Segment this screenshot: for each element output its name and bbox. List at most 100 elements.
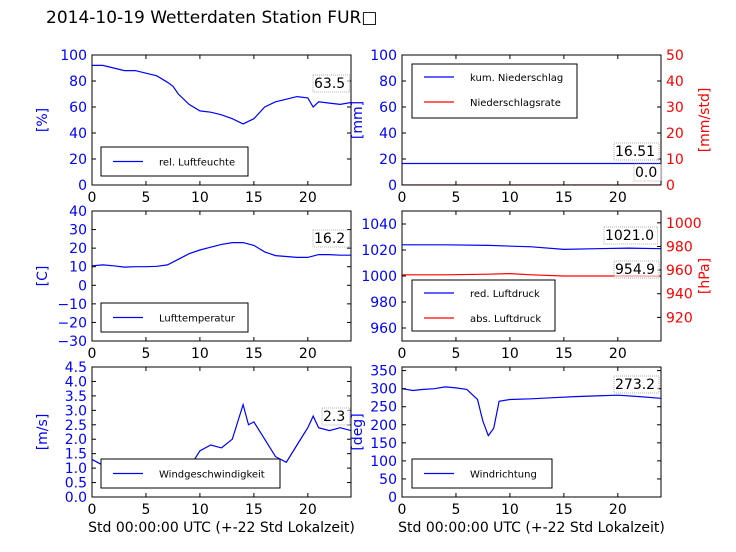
legend-label: kum. Niederschlag (470, 73, 563, 84)
y-tick-label: 60 (69, 100, 87, 116)
y-tick-label: 30 (69, 223, 87, 239)
x-tick-label: 5 (141, 502, 150, 518)
legend-label: Niederschlagsrate (470, 98, 561, 109)
value-annotation: 273.2 (615, 377, 655, 393)
y-tick-label: 960 (370, 321, 397, 337)
y-tick-label: 0 (78, 278, 87, 294)
plot-frame-precipitation (401, 54, 662, 186)
value-annotation: 954.9 (615, 262, 655, 278)
y-tick-label: 20 (69, 241, 87, 257)
y-tick-label: 3.5 (65, 389, 87, 405)
legend-label: Windgeschwindigkeit (159, 470, 265, 481)
plot-frame-windspeed (91, 366, 352, 498)
value-annotation-box (312, 229, 350, 248)
y-tick-label: 1.0 (65, 461, 87, 477)
value-annotation: 16.2 (314, 231, 345, 247)
y-axis-label: [C] (35, 266, 51, 287)
y-tick-label: −30 (57, 334, 87, 350)
y-tick-label: 350 (370, 364, 397, 380)
y-tick-label: 2.0 (65, 432, 87, 448)
y-tick-label-right: 960 (666, 263, 693, 279)
y-tick-label: 200 (370, 418, 397, 434)
y-tick-label: 1040 (361, 217, 397, 233)
legend-label: red. Luftdruck (470, 289, 540, 300)
value-annotation: 0.0 (635, 165, 657, 181)
legend-label: Windrichtung (470, 470, 537, 481)
y-tick-label-right: 50 (666, 48, 684, 64)
x-tick-label: 20 (609, 346, 627, 362)
series-line-temperature-0 (92, 242, 351, 268)
legend-label: rel. Luftfeuchte (159, 158, 235, 169)
y-axis-label-right: [mm/std] (697, 88, 713, 153)
y-tick-label-right: 940 (666, 287, 693, 303)
y-tick-label: 150 (370, 436, 397, 452)
y-tick-label: 0.0 (65, 490, 87, 506)
x-tick-label: 5 (141, 346, 150, 362)
y-axis-label-right: [hPa] (697, 258, 713, 294)
y-axis-label: [deg] (350, 413, 366, 450)
x-tick-label: 20 (299, 190, 317, 206)
value-annotation-box (312, 74, 350, 93)
y-tick-label: 4.0 (65, 374, 87, 390)
y-tick-label: 0 (78, 178, 87, 194)
x-tick-label: 0 (398, 190, 407, 206)
y-tick-label: 40 (69, 126, 87, 142)
x-tick-label: 0 (398, 502, 407, 518)
x-tick-label: 15 (555, 190, 573, 206)
x-tick-label: 5 (451, 502, 460, 518)
panel-temperature: 0 5 10 15 20 −30 −20 −10 0 10 20 30 40 [C] 16.2 Lufttem… (35, 204, 352, 362)
y-tick-label: 1.5 (65, 447, 87, 463)
y-tick-label: 4.5 (65, 360, 87, 376)
x-tick-label: 0 (398, 346, 407, 362)
x-tick-label: 10 (501, 190, 519, 206)
y-tick-label: 20 (379, 152, 397, 168)
x-tick-label: 15 (245, 346, 263, 362)
plot-frame-winddirection (401, 366, 662, 498)
y-tick-label: 60 (379, 100, 397, 116)
x-tick-label: 15 (555, 346, 573, 362)
y-tick-label-right: 30 (666, 100, 684, 116)
y-tick-label-right: 920 (666, 310, 693, 326)
y-tick-label: 1020 (361, 243, 397, 259)
y-tick-label: 50 (379, 472, 397, 488)
x-tick-label: 15 (245, 190, 263, 206)
panel-windspeed: 0 5 10 15 20 0.00.51.01.52.02.53.03.54.04.5 [m… (35, 360, 355, 536)
y-tick-label-right: 10 (666, 152, 684, 168)
x-tick-label: 10 (191, 502, 209, 518)
value-annotation-box (613, 260, 660, 279)
x-tick-label: 15 (555, 502, 573, 518)
y-tick-label: 980 (370, 295, 397, 311)
y-tick-label-right: 1000 (666, 216, 702, 232)
x-tick-label: 0 (88, 502, 97, 518)
y-tick-label: 0.5 (65, 476, 87, 492)
x-tick-label: 20 (299, 346, 317, 362)
legend-label: abs. Luftdruck (470, 314, 541, 325)
y-tick-label: 20 (69, 152, 87, 168)
panel-pressure: 0 5 10 15 20 960 980 1000 1020 1040 920 940 960 980 10… (361, 210, 713, 362)
y-tick-label: −10 (57, 297, 87, 313)
x-tick-label: 0 (88, 346, 97, 362)
y-tick-label: 10 (69, 260, 87, 276)
y-tick-label: 100 (60, 48, 87, 64)
y-tick-label: 0 (388, 178, 397, 194)
value-annotation: 2.3 (323, 409, 345, 425)
value-annotation-box (603, 226, 658, 245)
y-tick-label-right: 0 (666, 178, 675, 194)
x-axis-label: Std 00:00:00 UTC (+-22 Std Lokalzeit) (88, 520, 355, 536)
value-annotation: 63.5 (314, 76, 345, 92)
y-tick-label: 40 (69, 204, 87, 220)
legend-box (411, 279, 556, 332)
y-tick-label-right: 40 (666, 74, 684, 90)
y-tick-label: −20 (57, 315, 87, 331)
x-axis-label: Std 00:00:00 UTC (+-22 Std Lokalzeit) (398, 520, 665, 536)
value-annotation-box (321, 407, 351, 426)
panel-precipitation: 0 5 10 15 20 0 20 40 60 80 100 0 10 20 30 40 50 [mm] [mm/s… (350, 48, 713, 206)
y-tick-label: 80 (69, 74, 87, 90)
y-tick-label: 100 (370, 48, 397, 64)
plot-frame-temperature (91, 210, 352, 342)
series-line-winddirection-0 (402, 386, 661, 437)
y-tick-label: 250 (370, 400, 397, 416)
x-tick-label: 10 (191, 346, 209, 362)
